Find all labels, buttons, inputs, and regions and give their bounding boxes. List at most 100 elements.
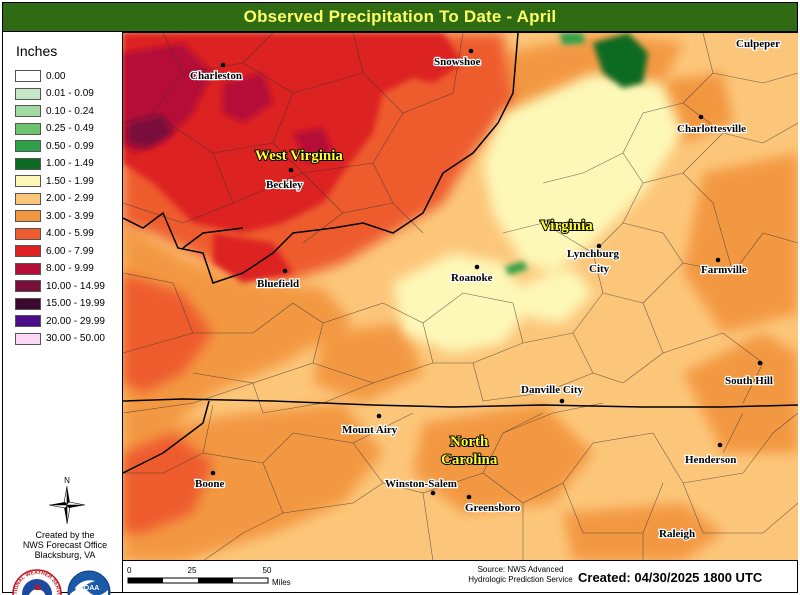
legend-label: 4.00 - 5.99 [46,228,94,239]
city-label-greensboro: Greensboro [465,502,521,514]
city-label-snowshoe: Snowshoe [434,56,481,68]
city-markers [210,40,781,536]
legend-item: 20.00 - 29.99 [15,313,105,329]
legend-label: 30.00 - 50.00 [46,333,105,344]
legend-swatch [15,280,41,292]
city-label-mount-airy: Mount Airy [342,424,398,436]
legend-label: 0.00 [46,70,66,82]
scale-tick-50: 50 [263,566,272,575]
credit-line-3: Blacksburg, VA [34,550,96,560]
state-label-carolina: Carolina [441,452,498,468]
city-label-winston-salem: Winston-Salem [385,478,457,490]
county-boundaries [123,33,798,560]
nws-logo-icon: NATIONAL WEATHER SERVICE [11,568,62,595]
office-credit: Created by the NWS Forecast Office Black… [11,530,119,560]
legend-swatch [15,227,41,240]
legend-swatch [15,140,41,152]
legend-item: 0.50 - 0.99 [15,138,94,154]
legend-label: 0.10 - 0.24 [46,105,94,117]
legend-panel: Inches 0.00 0.01 - 0.09 0.10 - 0.24 0.25 - … [2,32,123,595]
city-label-henderson: Henderson [685,454,736,466]
scale-tick-0: 0 [127,566,132,575]
legend-swatch [15,175,41,187]
data-source: Source: NWS Advanced Hydrologic Predicti… [448,565,593,585]
state-label-west-virginia: West Virginia [255,148,343,164]
credit-line-1: Created by the [35,530,95,540]
created-timestamp: Created: 04/30/2025 1800 UTC [578,570,763,585]
agency-logos: NATIONAL WEATHER SERVICE NOAA [11,568,111,595]
precip-field [123,33,798,560]
map-title-bar: Observed Precipitation To Date - April [2,2,798,32]
legend-item: 1.50 - 1.99 [15,173,94,189]
legend-item: 8.00 - 9.99 [15,261,94,277]
source-line-1: Source: NWS Advanced [477,565,564,574]
state-label-north: North [450,434,489,450]
legend-item: 0.10 - 0.24 [15,103,94,119]
legend-swatch [15,87,41,100]
legend-swatch [15,245,41,257]
legend-item: 4.00 - 5.99 [15,226,94,242]
city-label-farmville: Farmville [701,264,747,276]
city-label-culpeper: Culpeper [736,38,780,50]
city-label-south-hill: South Hill [725,375,773,387]
map-footer: 0 25 50 Miles Source: NWS Advanced Hydro… [123,560,798,593]
map-title: Observed Precipitation To Date - April [243,7,557,26]
legend-swatch [15,122,41,135]
city-labels: Charleston Snowshoe Culpeper Charlottesv… [189,37,782,541]
legend-item: 30.00 - 50.00 [15,331,105,347]
noaa-logo-icon: NOAA [67,570,111,595]
city-label-roanoke: Roanoke [451,272,493,284]
map-canvas: Charleston Snowshoe Culpeper Charlottesv… [123,33,798,560]
legend-label: 10.00 - 14.99 [46,280,105,292]
city-label-raleigh: Raleigh [659,528,695,540]
legend-label: 0.01 - 0.09 [46,88,94,99]
legend-label: 6.00 - 7.99 [46,245,94,257]
city-label-danville-city: Danville City [521,384,584,396]
scale-bar: 0 25 50 Miles [127,566,291,587]
legend-label: 0.50 - 0.99 [46,140,94,152]
precipitation-map[interactable]: Charleston Snowshoe Culpeper Charlottesv… [123,32,798,560]
legend-label: 1.00 - 1.49 [46,158,94,169]
legend-item: 3.00 - 3.99 [15,208,94,224]
state-label-virginia: Virginia [540,218,593,234]
north-arrow-icon: N [48,476,86,525]
legend-title: Inches [16,43,58,59]
source-line-2: Hydrologic Prediction Service [468,575,573,584]
scale-unit: Miles [272,578,291,587]
legend-swatch [15,70,41,82]
legend-label: 2.00 - 2.99 [46,193,94,204]
legend-label: 8.00 - 9.99 [46,263,94,274]
legend-item: 1.00 - 1.49 [15,156,94,172]
credit-line-2: NWS Forecast Office [22,540,108,550]
legend-item: 6.00 - 7.99 [15,243,94,259]
city-label-boone: Boone [195,478,224,490]
city-label-charlottesville: Charlottesville [677,123,746,135]
legend-swatch [15,105,41,117]
legend-item: 0.25 - 0.49 [15,121,94,137]
north-letter: N [64,476,70,485]
city-label-charleston: Charleston [190,70,242,82]
city-label-lynchburg: Lynchburg [567,248,619,260]
legend-label: 1.50 - 1.99 [46,175,94,187]
legend-swatch [15,262,41,275]
legend-swatch [15,332,41,345]
legend-item: 15.00 - 19.99 [15,296,105,312]
legend-label: 20.00 - 29.99 [46,315,105,327]
legend-item: 0.01 - 0.09 [15,86,94,102]
legend-item: 2.00 - 2.99 [15,191,94,207]
legend-swatch [15,210,41,222]
city-label-lynchburg-city: City [589,263,610,275]
legend-label: 3.00 - 3.99 [46,210,94,222]
legend-item: 0.00 [15,68,65,84]
legend-item: 10.00 - 14.99 [15,278,105,294]
legend-label: 15.00 - 19.99 [46,298,105,309]
city-label-beckley: Beckley [266,179,303,191]
state-boundaries [123,33,798,474]
city-label-bluefield: Bluefield [257,278,299,290]
svg-text:NOAA: NOAA [79,585,100,592]
state-labels: West Virginia Virginia North Carolina [254,147,594,469]
legend-swatch [15,297,41,310]
legend-swatch [15,157,41,170]
scale-tick-25: 25 [188,566,197,575]
legend-swatch [15,315,41,327]
